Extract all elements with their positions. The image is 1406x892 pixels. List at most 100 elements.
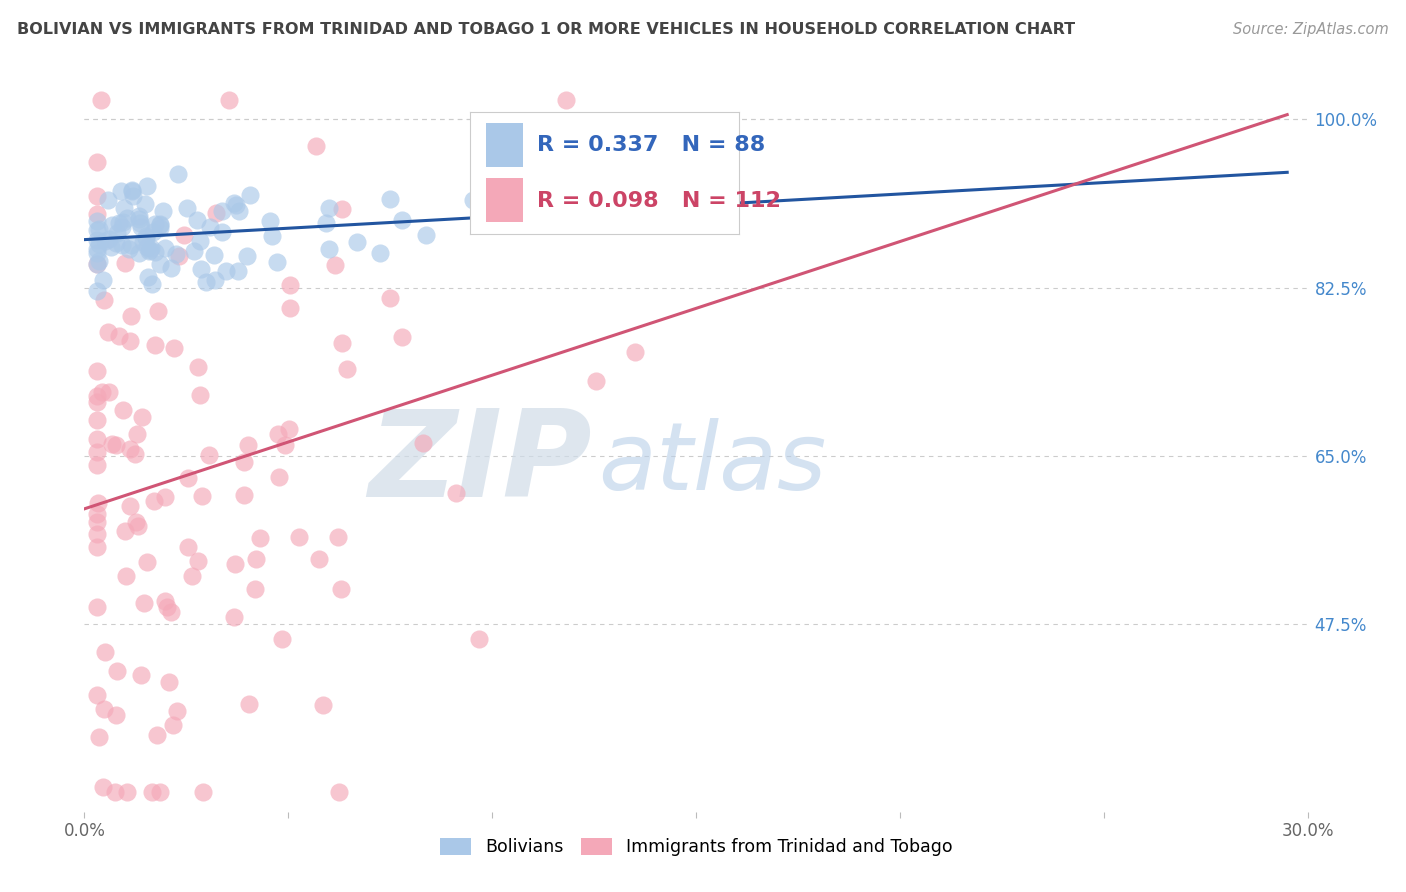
Point — [143, 218, 166, 232]
Point — [89, 237, 111, 252]
Point — [104, 785, 127, 799]
Point — [149, 217, 172, 231]
Point — [128, 246, 150, 260]
Point — [267, 427, 290, 442]
Point — [318, 201, 340, 215]
Point — [190, 262, 212, 277]
Point — [468, 632, 491, 646]
Point — [153, 490, 176, 504]
Point — [86, 433, 108, 447]
Point — [141, 277, 163, 292]
Point — [305, 138, 328, 153]
Point — [86, 285, 108, 299]
Point — [87, 731, 110, 745]
Point — [444, 485, 467, 500]
Point — [391, 212, 413, 227]
Point — [86, 526, 108, 541]
Point — [129, 219, 152, 234]
Point — [233, 455, 256, 469]
Point — [277, 422, 299, 436]
Point — [86, 458, 108, 472]
Point — [111, 215, 134, 229]
Point — [226, 264, 249, 278]
Legend: Bolivians, Immigrants from Trinidad and Tobago: Bolivians, Immigrants from Trinidad and … — [440, 838, 952, 856]
Point — [205, 206, 228, 220]
Point — [86, 599, 108, 614]
Point — [412, 436, 434, 450]
Point — [101, 437, 124, 451]
Point — [180, 568, 202, 582]
Point — [312, 698, 335, 713]
Point — [115, 569, 138, 583]
Point — [191, 489, 214, 503]
Point — [91, 273, 114, 287]
Point — [266, 255, 288, 269]
Point — [127, 519, 149, 533]
Point — [132, 235, 155, 249]
Point — [176, 201, 198, 215]
Point — [243, 582, 266, 596]
Point — [163, 341, 186, 355]
Point — [86, 689, 108, 703]
Point — [239, 188, 262, 202]
Point — [93, 234, 115, 248]
Point — [111, 238, 134, 252]
Point — [112, 201, 135, 215]
Point — [165, 246, 187, 260]
Point — [86, 257, 108, 271]
Point — [86, 515, 108, 529]
Point — [162, 718, 184, 732]
Point — [86, 246, 108, 260]
Point — [194, 275, 217, 289]
Point — [91, 780, 114, 794]
Point — [93, 293, 115, 307]
Point — [249, 532, 271, 546]
Point — [115, 785, 138, 799]
Point — [152, 204, 174, 219]
Point — [91, 385, 114, 400]
Point — [136, 270, 159, 285]
Point — [135, 228, 157, 243]
Point — [105, 438, 128, 452]
Point — [148, 303, 170, 318]
Point — [118, 442, 141, 457]
Point — [222, 195, 245, 210]
Point — [129, 667, 152, 681]
Point — [155, 594, 177, 608]
Text: BOLIVIAN VS IMMIGRANTS FROM TRINIDAD AND TOBAGO 1 OR MORE VEHICLES IN HOUSEHOLD : BOLIVIAN VS IMMIGRANTS FROM TRINIDAD AND… — [17, 22, 1076, 37]
Point — [118, 334, 141, 348]
Point — [120, 309, 142, 323]
Point — [121, 183, 143, 197]
Point — [368, 246, 391, 260]
Point — [86, 223, 108, 237]
Point — [97, 231, 120, 245]
Point — [224, 557, 246, 571]
Point — [143, 244, 166, 259]
Point — [328, 531, 350, 545]
Point — [114, 255, 136, 269]
Point — [86, 507, 108, 521]
Point — [183, 244, 205, 258]
Point — [274, 438, 297, 452]
Point — [215, 263, 238, 277]
Point — [225, 198, 247, 212]
Point — [188, 234, 211, 248]
Point — [136, 239, 159, 253]
Point — [330, 202, 353, 216]
Point — [110, 185, 132, 199]
Point — [86, 445, 108, 459]
Point — [86, 207, 108, 221]
Point — [149, 218, 172, 232]
Point — [132, 596, 155, 610]
Point — [308, 552, 330, 566]
Point — [328, 785, 350, 799]
Point — [378, 192, 401, 206]
Point — [218, 93, 240, 107]
Point — [315, 216, 337, 230]
Point — [98, 385, 121, 400]
Point — [463, 193, 485, 207]
Point — [271, 632, 294, 646]
Point — [378, 291, 401, 305]
Point — [155, 600, 177, 615]
Point — [204, 273, 226, 287]
